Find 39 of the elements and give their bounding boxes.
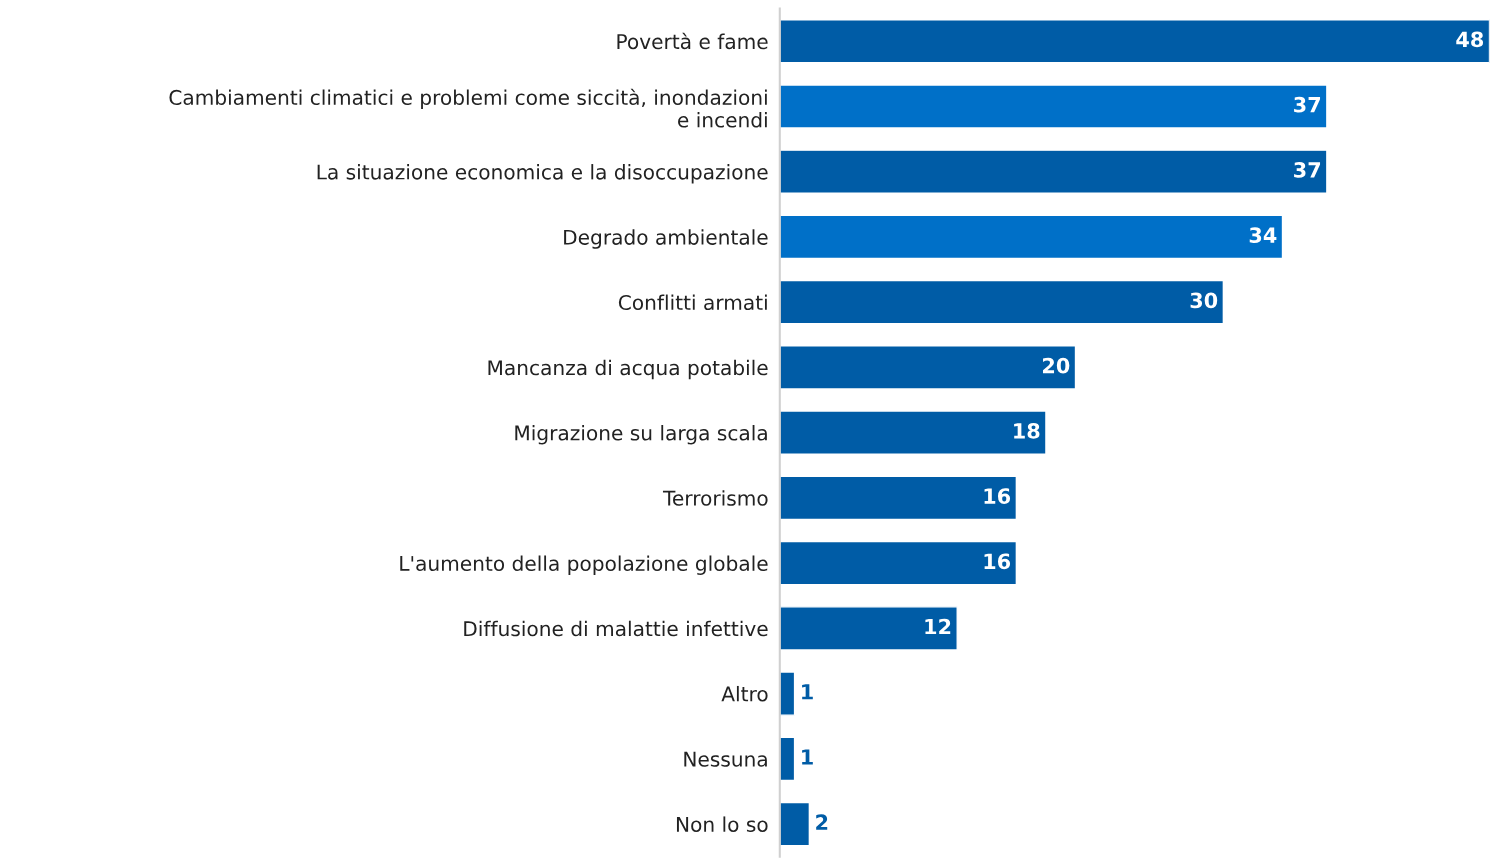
data-label: 37 — [1294, 96, 1321, 113]
bar — [779, 475, 1018, 521]
y-tick-label: Degrado ambientale — [564, 229, 768, 249]
y-tick-label: Povertà e fame — [617, 32, 768, 50]
bar — [779, 671, 796, 716]
data-label: 37 — [1294, 161, 1321, 178]
data-label: 48 — [1456, 31, 1484, 48]
data-label: 18 — [1014, 422, 1040, 439]
bar — [779, 19, 1490, 64]
y-tick-label: Mancanza di acqua potabile — [488, 359, 768, 380]
bar — [779, 345, 1077, 390]
bar — [779, 214, 1284, 260]
data-label: 20 — [1042, 357, 1070, 374]
bar — [779, 279, 1225, 325]
y-tick-label: Terrorismo — [662, 490, 768, 506]
data-label: 1 — [802, 749, 813, 765]
y-tick-label: Altro — [721, 685, 768, 702]
data-label: 34 — [1249, 227, 1277, 243]
y-tick-label: Nessuna — [684, 751, 767, 767]
y-tick-label: Non lo so — [676, 816, 768, 833]
bar — [779, 84, 1328, 129]
bar — [779, 410, 1047, 455]
y-tick-label: Migrazione su larga scala — [515, 425, 767, 445]
bar — [779, 801, 811, 847]
y-tick-label: Conflitti armati — [618, 294, 767, 311]
y-tick-label: La situazione economica e la disoccupazione — [317, 164, 768, 184]
y-tick-label: Diffusione di malattie infettive — [464, 620, 768, 637]
data-label: 16 — [984, 553, 1011, 570]
bar — [779, 149, 1328, 194]
data-label: 30 — [1190, 292, 1218, 309]
data-label: 16 — [984, 488, 1011, 504]
bar — [779, 736, 796, 782]
bar — [779, 540, 1018, 586]
y-tick-label: L'aumento della popolazione globale — [400, 555, 768, 575]
data-label: 1 — [802, 684, 813, 700]
data-label: 12 — [925, 618, 951, 635]
bar — [779, 606, 958, 651]
data-label: 2 — [816, 814, 828, 830]
y-tick-label: Cambiamenti climatici e problemi come siccità, inondazioni e incendi — [169, 88, 767, 128]
